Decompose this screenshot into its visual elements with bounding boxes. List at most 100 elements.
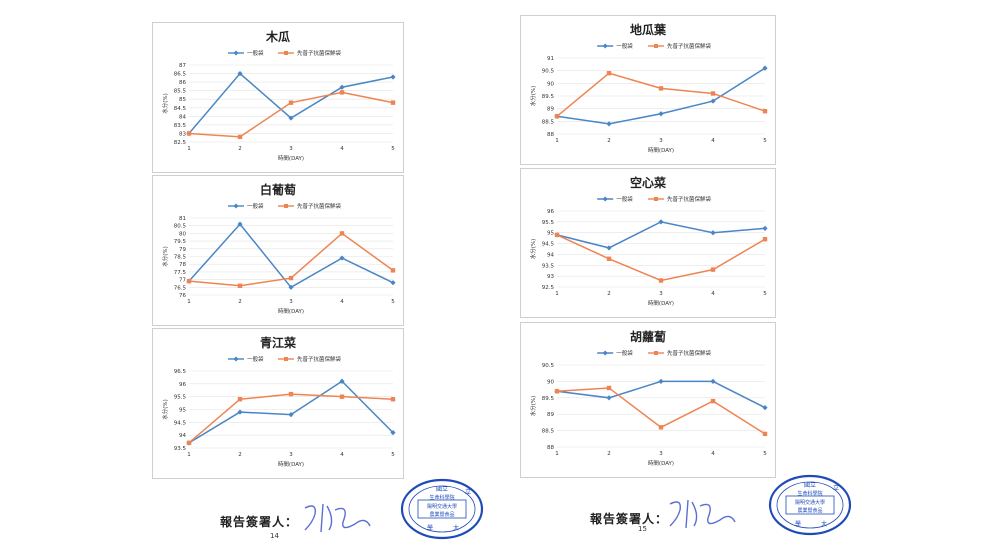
- y-tick-label: 90.5: [542, 69, 555, 75]
- data-point: [339, 84, 345, 90]
- x-tick-label: 4: [711, 138, 715, 144]
- seal-text: 陽明交通大學: [427, 503, 457, 510]
- y-tick-label: 84.5: [174, 106, 187, 112]
- data-point: [554, 232, 560, 238]
- legend-marker: [284, 204, 288, 208]
- data-point: [658, 278, 664, 283]
- x-tick-label: 3: [659, 138, 663, 144]
- x-tick-label: 2: [607, 138, 611, 144]
- y-tick-label: 94.5: [174, 420, 187, 426]
- data-point: [606, 395, 612, 401]
- page-number: 15: [638, 525, 647, 533]
- data-point: [237, 283, 243, 288]
- legend-marker: [654, 197, 658, 201]
- chart-title: 白葡萄: [260, 182, 296, 197]
- data-point: [186, 278, 192, 284]
- legend-label: 先普子抗菌保鮮袋: [297, 49, 342, 57]
- data-point: [710, 98, 716, 104]
- seal-text: 陽明交通大學: [795, 499, 825, 506]
- data-point: [237, 70, 243, 77]
- y-tick-label: 86.5: [174, 72, 187, 78]
- x-axis-label: 時間(DAY): [648, 459, 674, 467]
- y-tick-label: 85: [179, 97, 186, 103]
- data-point: [658, 111, 664, 117]
- data-point: [606, 256, 612, 261]
- data-point: [339, 255, 345, 261]
- data-point: [606, 385, 612, 391]
- x-tick-label: 3: [289, 299, 293, 305]
- y-tick-label: 90: [547, 81, 554, 87]
- y-tick-label: 88: [547, 132, 554, 138]
- x-tick-label: 2: [238, 452, 242, 458]
- y-axis-label: 水分(%): [529, 239, 537, 260]
- x-axis-label: 時間(DAY): [648, 146, 674, 154]
- x-tick-label: 2: [607, 291, 611, 297]
- y-tick-label: 76: [179, 293, 186, 299]
- data-point: [390, 100, 396, 105]
- legend-label: 先普子抗菌保鮮袋: [297, 355, 342, 363]
- y-tick-label: 89: [547, 412, 554, 418]
- data-point: [390, 268, 396, 273]
- y-tick-label: 94.5: [542, 242, 555, 248]
- page-number: 14: [270, 532, 279, 540]
- data-point: [288, 100, 294, 105]
- legend-label: 一般袋: [247, 202, 264, 210]
- y-tick-label: 88.5: [542, 429, 555, 435]
- data-point: [658, 425, 664, 430]
- x-tick-label: 4: [711, 451, 715, 457]
- legend-marker: [602, 350, 608, 356]
- official-seal: 國立 生命科學院 陽明交通大學 農業暨食品學 大 立: [768, 474, 852, 536]
- y-tick-label: 90.5: [542, 363, 555, 369]
- y-tick-label: 79: [179, 247, 186, 253]
- signature-mark: [304, 503, 371, 533]
- seal-text-box: [417, 499, 467, 519]
- data-point: [186, 440, 192, 446]
- data-point: [554, 389, 560, 394]
- y-tick-label: 83.5: [174, 123, 187, 129]
- y-tick-label: 84: [179, 114, 186, 120]
- x-tick-label: 1: [187, 452, 191, 458]
- x-tick-label: 4: [340, 299, 344, 305]
- y-tick-label: 95.5: [174, 395, 187, 401]
- y-tick-label: 76.5: [174, 285, 187, 291]
- chart-card: 空心菜 一般袋 先普子抗菌保鮮袋 92.5 93 93.5 94 94.5 95 95.5 96 1 2…: [520, 168, 776, 318]
- y-tick-label: 96: [179, 382, 186, 388]
- legend-label: 一般袋: [616, 42, 633, 50]
- y-tick-label: 89.5: [542, 396, 555, 402]
- series-line: [556, 380, 766, 409]
- seal-text: 國立: [804, 481, 816, 489]
- y-tick-label: 77: [179, 278, 186, 284]
- seal-inner-ring: [408, 485, 476, 533]
- seal-text: 學: [427, 524, 433, 532]
- data-point: [237, 397, 243, 402]
- x-tick-label: 5: [391, 299, 395, 305]
- data-point: [339, 90, 345, 95]
- x-tick-label: 5: [391, 146, 395, 152]
- legend-marker: [284, 357, 288, 361]
- x-tick-label: 5: [763, 451, 767, 457]
- y-tick-label: 95: [547, 231, 554, 237]
- data-point: [390, 280, 396, 286]
- series-line: [556, 221, 766, 249]
- seal-text: 農業暨食品: [797, 507, 822, 514]
- signature-mark: [669, 499, 736, 529]
- data-point: [237, 221, 243, 227]
- data-point: [762, 405, 768, 411]
- y-tick-label: 89.5: [542, 94, 555, 100]
- y-tick-label: 83: [179, 131, 186, 137]
- chart-card: 胡蘿蔔 一般袋 先普子抗菌保鮮袋 88 88.5 89 89.5 90 90.5 1 2 3 4 5 時間(…: [520, 322, 776, 478]
- data-point: [186, 131, 192, 136]
- legend-marker: [284, 51, 288, 55]
- data-point: [339, 378, 345, 384]
- seal-text: 國立: [436, 485, 448, 493]
- y-tick-label: 77.5: [174, 270, 187, 276]
- data-point: [606, 245, 612, 251]
- legend-marker: [233, 50, 239, 56]
- y-tick-label: 82.5: [174, 140, 187, 146]
